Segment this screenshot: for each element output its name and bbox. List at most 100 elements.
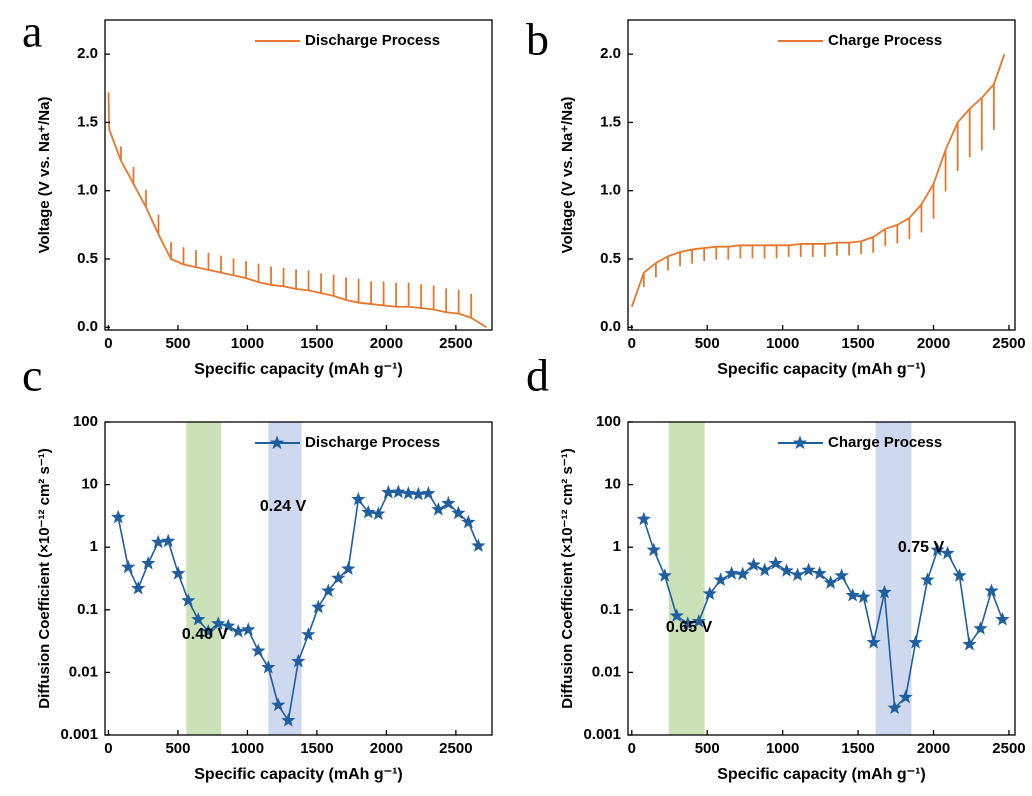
legend-label: Discharge Process (305, 434, 440, 451)
highlight-range (268, 422, 302, 735)
x-tick-label: 2500 (439, 335, 472, 352)
y-tick-label: 0.01 (69, 663, 98, 680)
x-tick-label: 2000 (917, 740, 950, 757)
x-axis-title: Specific capacity (mAh g⁻¹) (194, 361, 403, 378)
star-marker (441, 495, 456, 510)
x-tick-label: 500 (695, 335, 720, 352)
legend-label: Charge Process (828, 434, 942, 451)
star-marker (898, 689, 913, 704)
star-marker (779, 563, 794, 577)
x-tick-label: 2500 (439, 740, 472, 757)
star-marker (856, 589, 871, 604)
y-axis-title: Voltage (V vs. Na⁺/Na) (559, 97, 576, 254)
x-tick-label: 2500 (992, 740, 1025, 757)
y-tick-label: 2.0 (77, 45, 98, 62)
star-marker (151, 534, 166, 549)
x-tick-label: 2000 (917, 335, 950, 352)
x-axis-title: Specific capacity (mAh g⁻¹) (717, 766, 926, 783)
star-marker (251, 643, 266, 658)
x-tick-label: 0 (104, 335, 112, 352)
star-marker (930, 542, 945, 557)
y-tick-label: 1.0 (600, 182, 621, 199)
star-marker (211, 616, 226, 630)
star-marker (401, 486, 416, 500)
y-tick-label: 1.5 (77, 113, 98, 130)
star-marker (221, 618, 236, 633)
legend-label: Discharge Process (305, 32, 440, 49)
series-line (630, 53, 1006, 308)
star-marker (281, 713, 296, 727)
star-marker (691, 614, 706, 628)
star-marker (471, 538, 486, 552)
x-tick-label: 1500 (841, 740, 874, 757)
y-axis-title: Diffusion Coefficient (×10⁻¹² cm² s⁻¹) (36, 448, 53, 708)
star-marker (768, 555, 783, 570)
x-axis-title: Specific capacity (mAh g⁻¹) (194, 766, 403, 783)
star-marker (995, 612, 1010, 626)
annotation: 0.75 V (898, 539, 945, 556)
y-tick-label: 100 (596, 413, 621, 430)
star-marker (351, 491, 366, 506)
x-tick-label: 0 (104, 740, 112, 757)
star-marker (823, 575, 838, 589)
y-tick-label: 1 (613, 538, 621, 555)
plot-frame (627, 19, 1016, 331)
star-marker (231, 624, 246, 638)
star-marker (877, 584, 892, 599)
panel-label: a (22, 6, 42, 57)
star-marker (735, 566, 750, 581)
star-marker (191, 612, 206, 626)
y-tick-label: 1.0 (77, 182, 98, 199)
y-tick-label: 10 (81, 476, 98, 493)
x-tick-label: 0 (628, 335, 636, 352)
annotation: 0.65 V (666, 619, 713, 636)
star-marker (131, 580, 146, 595)
star-marker (962, 636, 977, 651)
star-marker (713, 572, 728, 586)
y-tick-label: 0.01 (592, 663, 621, 680)
star-marker (301, 627, 316, 641)
star-marker (391, 484, 406, 499)
star-marker (111, 509, 126, 524)
star-marker (746, 557, 761, 572)
star-marker (121, 559, 136, 574)
y-tick-label: 0.1 (77, 601, 98, 618)
star-marker (241, 622, 256, 636)
y-tick-label: 1 (90, 538, 98, 555)
star-marker (757, 562, 772, 577)
star-marker (141, 555, 156, 570)
plot-frame (104, 19, 493, 331)
plot-frame (104, 421, 493, 736)
x-tick-label: 500 (695, 740, 720, 757)
star-marker (181, 593, 196, 607)
x-tick-label: 1500 (841, 335, 874, 352)
highlight-range (875, 422, 912, 735)
star-marker (812, 566, 827, 580)
x-tick-label: 1000 (766, 335, 799, 352)
star-marker (421, 486, 436, 500)
star-marker (636, 511, 651, 526)
x-tick-label: 2500 (992, 335, 1025, 352)
star-marker (940, 545, 955, 560)
star-marker (321, 583, 336, 598)
star-marker (311, 599, 326, 614)
y-tick-label: 0.001 (60, 726, 98, 743)
star-marker (702, 586, 717, 600)
star-marker (371, 506, 386, 520)
x-tick-label: 1500 (300, 740, 333, 757)
highlight-range (668, 422, 705, 735)
y-tick-label: 100 (73, 413, 98, 430)
star-marker (381, 484, 396, 499)
x-axis-title: Specific capacity (mAh g⁻¹) (717, 361, 926, 378)
legend-marker (792, 435, 808, 450)
star-marker (887, 700, 902, 715)
star-marker (801, 562, 816, 577)
highlight-range (186, 422, 222, 735)
series-line (107, 92, 487, 329)
x-tick-label: 2000 (370, 335, 403, 352)
star-marker (461, 514, 476, 529)
star-marker (646, 542, 661, 557)
star-marker (845, 587, 860, 602)
y-tick-label: 0.5 (77, 250, 98, 267)
